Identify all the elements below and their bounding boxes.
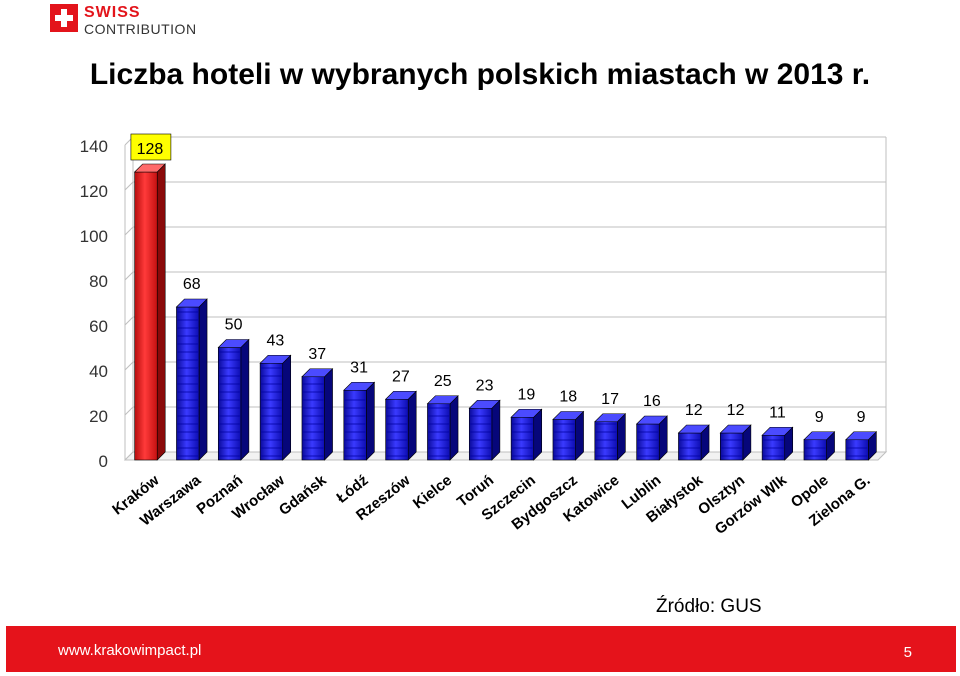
bar-17 <box>803 431 836 461</box>
data-label: 16 <box>643 393 661 410</box>
y-tick-label: 20 <box>89 407 108 426</box>
bar-14 <box>677 424 710 461</box>
swiss-contribution-logo: SWISS CONTRIBUTION <box>50 4 220 40</box>
category-label: Kielce <box>410 472 455 513</box>
category-label: Gorzów Wlk <box>712 471 791 538</box>
y-tick-label: 0 <box>99 452 108 471</box>
data-label: 43 <box>267 332 285 349</box>
bar-3 <box>217 338 250 461</box>
logo-text-swiss: SWISS <box>84 4 141 21</box>
data-label: 27 <box>392 368 410 385</box>
logo-text-contribution: CONTRIBUTION <box>84 21 197 37</box>
y-tick-label: 140 <box>80 137 108 156</box>
footer-bar: www.krakowimpact.pl 5 <box>6 626 956 672</box>
data-label: 17 <box>601 391 619 408</box>
data-label: 31 <box>350 359 368 376</box>
y-tick-label: 40 <box>89 362 108 381</box>
source-note: Źródło: GUS <box>656 596 762 617</box>
bar-1 <box>133 163 166 461</box>
footer-url[interactable]: www.krakowimpact.pl <box>58 642 202 659</box>
data-label: 12 <box>685 402 703 419</box>
data-label: 23 <box>476 377 494 394</box>
data-label: 19 <box>518 386 536 403</box>
data-label: 68 <box>183 276 201 293</box>
bar-8 <box>426 395 459 461</box>
bar-10 <box>510 408 543 461</box>
bar-13 <box>635 415 668 461</box>
bar-7 <box>384 390 417 461</box>
category-label: Gdańsk <box>276 471 330 519</box>
bar-15 <box>719 424 752 461</box>
bar-12 <box>594 413 627 461</box>
page-number: 5 <box>903 644 912 661</box>
data-label: 18 <box>559 389 577 406</box>
y-tick-label: 120 <box>80 182 108 201</box>
bar-4 <box>259 354 292 461</box>
bar-6 <box>343 381 376 461</box>
y-tick-label: 80 <box>89 272 108 291</box>
bar-18 <box>845 431 878 461</box>
data-label: 11 <box>769 404 786 421</box>
data-label: 128 <box>137 141 164 158</box>
data-label: 12 <box>727 402 745 419</box>
y-tick-label: 100 <box>80 227 108 246</box>
bar-11 <box>552 410 585 461</box>
data-label: 9 <box>815 409 824 426</box>
bar-9 <box>468 399 501 461</box>
slide-title: Liczba hoteli w wybranych polskich miast… <box>89 58 871 91</box>
y-tick-label: 60 <box>89 317 108 336</box>
data-label: 25 <box>434 373 452 390</box>
data-label: 50 <box>225 317 243 334</box>
swiss-flag-icon <box>50 4 78 32</box>
bar-5 <box>301 368 334 461</box>
bar-16 <box>761 426 794 461</box>
data-label-highlight-box <box>130 133 172 161</box>
data-label: 9 <box>857 409 866 426</box>
bar-2 <box>175 298 208 461</box>
data-label: 37 <box>308 346 326 363</box>
